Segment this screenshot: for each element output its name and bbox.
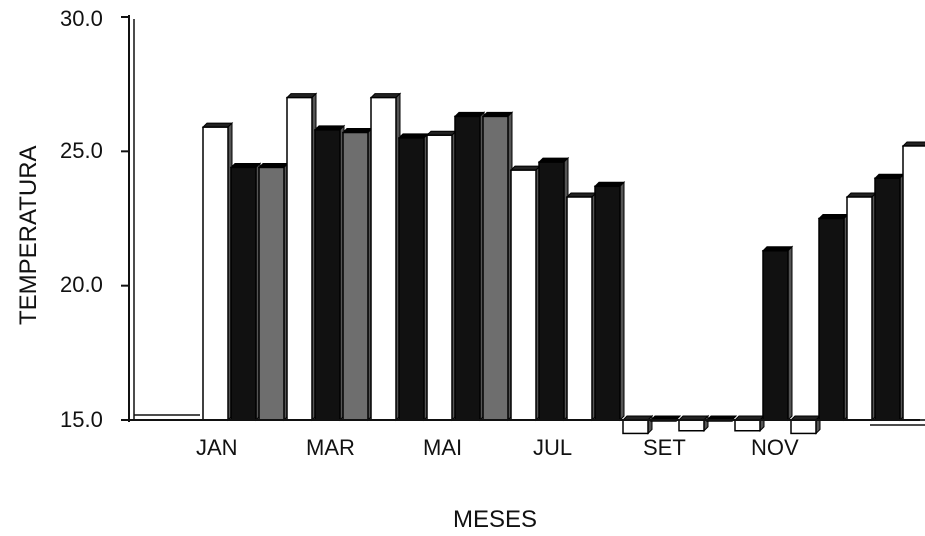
bar (565, 191, 598, 422)
bar (901, 141, 925, 421)
bar (397, 132, 430, 422)
y-tick-label-15: 15.0 (60, 407, 103, 432)
bar (733, 414, 766, 432)
bar-face (370, 96, 397, 421)
bar (453, 111, 486, 422)
bar (845, 191, 878, 422)
x-tick-label-nov: NOV (751, 435, 799, 460)
bar (677, 414, 710, 432)
x-tick-label-set: SET (643, 435, 686, 460)
bar-face (622, 419, 649, 435)
bar-face (426, 134, 453, 421)
x-tick-label-mar: MAR (306, 435, 355, 460)
bar (257, 162, 290, 422)
bar (621, 414, 654, 435)
bar (761, 245, 794, 422)
bar-face (482, 115, 509, 421)
bar-face (398, 137, 425, 421)
bar (229, 162, 262, 422)
bar-face (286, 96, 313, 421)
bar-face (202, 126, 229, 421)
bar-face (314, 129, 341, 421)
bar-face (538, 161, 565, 421)
bar-face (510, 169, 537, 421)
y-axis-title: TEMPERATURA (15, 145, 42, 325)
bar (285, 92, 318, 422)
bar (509, 164, 542, 422)
bar (817, 213, 850, 422)
x-tick-label-mai: MAI (423, 435, 462, 460)
bar-face (594, 185, 621, 421)
bar (201, 121, 234, 422)
bar-face (230, 166, 257, 421)
bar (481, 111, 514, 422)
bar (341, 127, 374, 422)
bar-face (454, 115, 481, 421)
bar-face (818, 217, 845, 421)
bar (789, 414, 822, 435)
bar-face (258, 166, 285, 421)
axes-layer (121, 15, 925, 426)
bar-face (342, 131, 369, 421)
x-axis-title: MESES (453, 506, 537, 533)
bars-layer (201, 92, 925, 435)
bar-face (874, 177, 901, 421)
bar-side (731, 415, 737, 421)
bar-face (734, 419, 761, 432)
x-tick-label-jan: JAN (196, 435, 238, 460)
y-tick-label-20: 20.0 (60, 272, 103, 297)
y-tick-label-30: 30.0 (60, 6, 103, 31)
bar-face (846, 196, 873, 421)
bar (593, 181, 626, 422)
bar-face (790, 419, 817, 435)
bar (425, 130, 458, 422)
y-tick-label-25: 25.0 (60, 138, 103, 163)
bar-face (762, 249, 789, 421)
bar (873, 172, 906, 422)
bar-side (675, 415, 681, 421)
bar-face (678, 419, 705, 432)
bar (313, 124, 346, 422)
x-tick-label-jul: JUL (533, 435, 572, 460)
bar-face (902, 145, 925, 421)
bar-face (566, 196, 593, 421)
bar (537, 156, 570, 422)
bar (369, 92, 402, 422)
